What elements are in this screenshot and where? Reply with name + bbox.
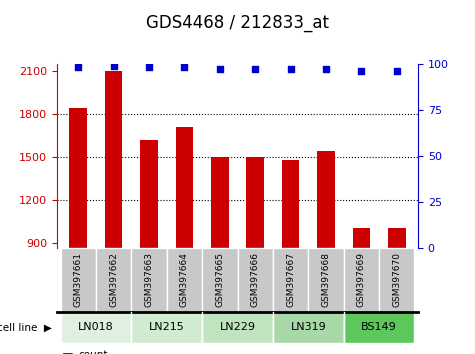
Point [75, 64, 82, 70]
Text: GSM397661: GSM397661 [74, 252, 83, 307]
Text: LN319: LN319 [290, 322, 326, 332]
Bar [176, 127, 193, 248]
Bar [131, 312, 202, 343]
Point [216, 67, 224, 72]
Bar [344, 312, 415, 343]
Text: GSM397663: GSM397663 [144, 252, 153, 307]
Point [393, 68, 400, 74]
Bar [273, 312, 344, 343]
Bar [131, 248, 167, 312]
Bar [69, 108, 87, 248]
Bar [202, 248, 238, 312]
Text: GSM397669: GSM397669 [357, 252, 366, 307]
Bar [273, 248, 308, 312]
Text: GDS4468 / 212833_at: GDS4468 / 212833_at [146, 14, 329, 32]
Text: BS149: BS149 [361, 322, 397, 332]
Text: GSM397667: GSM397667 [286, 252, 295, 307]
Point [287, 67, 294, 72]
Text: cell line  ▶: cell line ▶ [0, 322, 52, 332]
Bar [247, 157, 264, 248]
Bar [167, 248, 202, 312]
Text: GSM397668: GSM397668 [322, 252, 331, 307]
Bar [60, 312, 131, 343]
Point [358, 68, 365, 74]
Point [145, 64, 153, 70]
Bar [140, 140, 158, 248]
Bar [352, 228, 370, 248]
Bar [211, 157, 228, 248]
Text: GSM397665: GSM397665 [215, 252, 224, 307]
Bar [344, 248, 379, 312]
Bar [308, 248, 344, 312]
Point [110, 63, 117, 68]
Bar [202, 312, 273, 343]
Bar [282, 160, 299, 248]
Text: GSM397662: GSM397662 [109, 252, 118, 307]
Bar [379, 248, 415, 312]
Bar [96, 248, 131, 312]
Text: GSM397664: GSM397664 [180, 252, 189, 307]
Text: LN018: LN018 [78, 322, 114, 332]
Point [251, 67, 259, 72]
Bar [388, 228, 406, 248]
Bar [317, 152, 335, 248]
Text: GSM397670: GSM397670 [392, 252, 401, 307]
Text: GSM397666: GSM397666 [251, 252, 260, 307]
Point [322, 67, 330, 72]
Text: ■: ■ [62, 350, 74, 354]
Bar [60, 248, 96, 312]
Bar [105, 71, 123, 248]
Text: LN229: LN229 [219, 322, 256, 332]
Text: count: count [78, 350, 108, 354]
Point [180, 64, 188, 70]
Text: LN215: LN215 [149, 322, 185, 332]
Bar [238, 248, 273, 312]
